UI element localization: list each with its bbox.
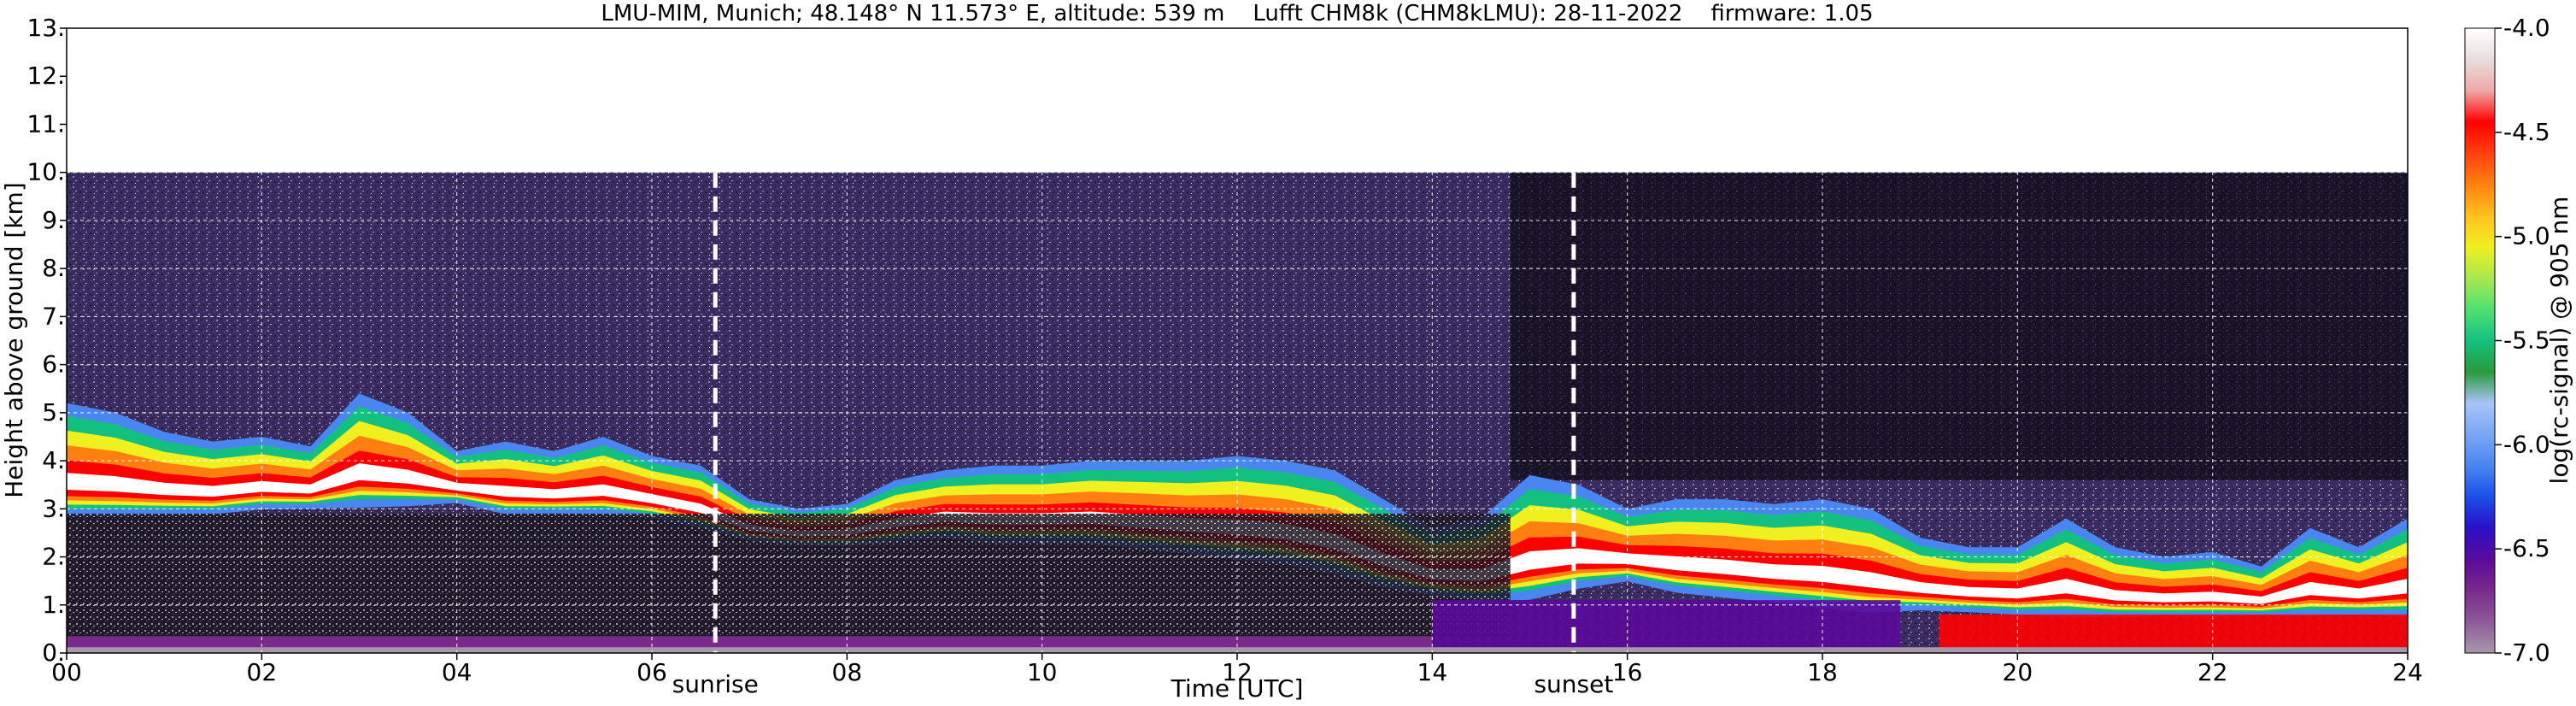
colorbar-tick-label: -7.0 (2503, 638, 2550, 667)
evening-ground-signal (1432, 600, 1901, 649)
near-ground-signal (67, 636, 1433, 649)
surface-signal (67, 647, 2408, 653)
y-tick-label: 3. (42, 494, 65, 522)
x-tick-label: 10 (1027, 658, 1058, 686)
night-ground-signal (1939, 615, 2408, 649)
colorbar: -7.0 -6.5 -6.0 -5.5 -5.0 -4.5 -4.0 log(rc-sign… (2464, 14, 2573, 667)
x-tick-label: 24 (2392, 658, 2423, 686)
x-tick-label: 22 (2198, 658, 2228, 686)
marker-label-sunset: sunset (1534, 670, 1613, 698)
x-tick-label: 20 (2003, 658, 2033, 686)
y-tick-label: 11. (26, 109, 65, 138)
y-tick-label: 5. (42, 398, 65, 427)
y-tick-label: 10. (26, 158, 65, 186)
y-tick-label: 4. (42, 446, 65, 474)
boundary-layer-noise (67, 513, 1511, 637)
y-tick-label: 13. (26, 14, 65, 42)
colorbar-tick-label: -6.0 (2503, 430, 2550, 458)
x-tick-label: 12 (1222, 658, 1253, 686)
low-noise-region (1510, 172, 2408, 480)
marker-label-sunrise: sunrise (672, 670, 759, 698)
y-tick-label: 8. (42, 254, 65, 282)
x-axis-ticks: 00 02 04 06 08 10 12 14 16 18 20 22 24 (51, 653, 2423, 686)
colorbar-tick-label: -5.5 (2503, 327, 2550, 355)
y-tick-label: 0. (42, 638, 65, 667)
x-axis-label: Time [UTC] (1171, 674, 1304, 703)
x-tick-label: 04 (442, 658, 472, 686)
colorbar-gradient (2464, 27, 2496, 654)
y-tick-label: 9. (42, 206, 65, 234)
colorbar-tick-label: -6.5 (2503, 534, 2550, 562)
x-tick-label: 08 (832, 658, 863, 686)
colorbar-tick-label: -5.0 (2503, 222, 2550, 250)
x-tick-label: 14 (1417, 658, 1448, 686)
heatmap-field (67, 172, 2408, 653)
y-axis-ticks: 0. 1. 2. 3. 4. 5. 6. 7. 8. 9. 10. 11. 12. 13. (26, 14, 67, 667)
y-tick-label: 6. (42, 350, 65, 379)
y-tick-label: 2. (42, 543, 65, 571)
colorbar-tick-label: -4.0 (2503, 14, 2550, 42)
colorbar-ticks: -7.0 -6.5 -6.0 -5.5 -5.0 -4.5 -4.0 (2495, 14, 2550, 667)
sun-marker-labels: sunrise sunset (672, 670, 1614, 698)
colorbar-label: log(rc-signal) @ 905 nm (2545, 197, 2573, 485)
plot-area (67, 28, 2408, 653)
y-tick-label: 1. (42, 591, 65, 619)
y-axis-label: Height above ground [km] (0, 182, 28, 498)
x-tick-label: 02 (247, 658, 278, 686)
y-tick-label: 12. (26, 62, 65, 90)
colorbar-tick-label: -4.5 (2503, 118, 2550, 146)
sun-marker-lines (713, 172, 1576, 653)
grid-lines (67, 28, 2408, 653)
x-tick-label: 06 (637, 658, 667, 686)
chart-title: LMU-MIM, Munich; 48.148° N 11.573° E, al… (601, 1, 1873, 26)
x-tick-label: 16 (1612, 658, 1643, 686)
x-tick-label: 00 (51, 658, 82, 686)
y-tick-label: 7. (42, 302, 65, 330)
x-tick-label: 18 (1807, 658, 1838, 686)
